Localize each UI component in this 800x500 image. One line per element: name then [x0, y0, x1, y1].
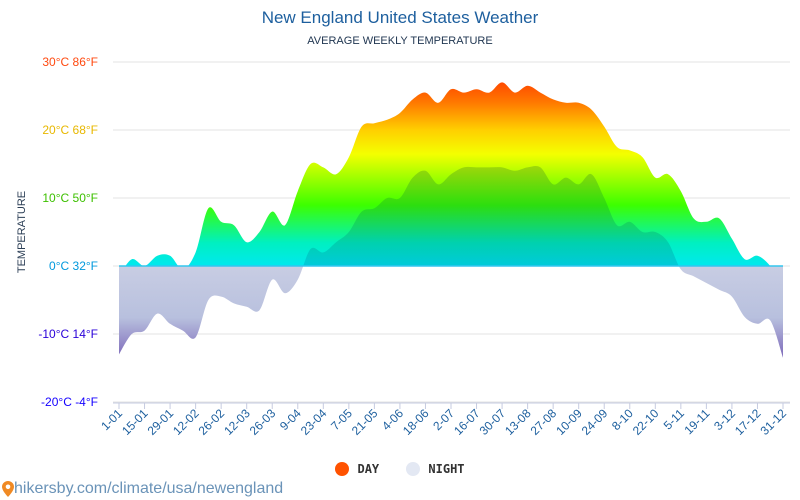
x-tick-label: 16-07: [451, 406, 483, 438]
y-tick-label: 20°C 68°F: [42, 123, 98, 137]
x-tick-label: 30-07: [477, 406, 509, 438]
night-area: [119, 166, 783, 358]
x-tick-label: 24-09: [579, 406, 611, 438]
x-tick-label: 22-10: [630, 406, 662, 438]
chart-subtitle: AVERAGE WEEKLY TEMPERATURE: [307, 35, 493, 47]
legend-label-day: DAY: [357, 462, 380, 476]
x-tick-label: 10-09: [553, 406, 585, 438]
map-pin-icon: [2, 481, 14, 497]
legend: DAY NIGHT: [0, 462, 800, 479]
x-tick-label: 29-01: [145, 406, 177, 438]
x-tick-label: 12-03: [221, 406, 253, 438]
x-tick-label: 19-11: [682, 406, 713, 437]
x-tick-label: 21-05: [349, 406, 381, 438]
y-tick-label: -10°C 14°F: [38, 327, 98, 341]
x-tick-label: 15-01: [119, 406, 151, 438]
day-dot-icon: [335, 462, 350, 476]
source-link[interactable]: hikersby.com/climate/usa/newengland: [2, 480, 283, 498]
x-tick-label: 26-03: [247, 406, 279, 438]
source-url: hikersby.com/climate/usa/newengland: [14, 480, 284, 497]
legend-item-night[interactable]: NIGHT: [406, 462, 465, 476]
temperature-chart: 30°C 86°F 20°C 68°F 10°C 50°F 0°C 32°F -10°C…: [16, 55, 790, 438]
x-tick-label: 31-12: [758, 406, 790, 438]
legend-label-night: NIGHT: [428, 462, 465, 476]
legend-item-day[interactable]: DAY: [335, 462, 379, 476]
x-tick-label: 18-06: [400, 406, 432, 438]
night-dot-icon: [406, 462, 421, 476]
y-tick-label: 30°C 86°F: [42, 55, 98, 69]
y-tick-label: 0°C 32°F: [49, 259, 98, 273]
x-tick-label: 13-08: [502, 406, 534, 438]
x-tick-label: 23-04: [298, 406, 330, 438]
x-tick-label: 17-12: [732, 406, 764, 438]
x-tick-label: 27-08: [528, 406, 560, 438]
y-axis-label: TEMPERATURE: [16, 191, 28, 273]
y-tick-label: -20°C -4°F: [41, 395, 98, 409]
y-tick-label: 10°C 50°F: [42, 191, 98, 205]
x-tick-label: 12-02: [170, 406, 202, 438]
chart-title: New England United States Weather: [261, 8, 539, 27]
x-tick-label: 26-02: [196, 406, 228, 438]
